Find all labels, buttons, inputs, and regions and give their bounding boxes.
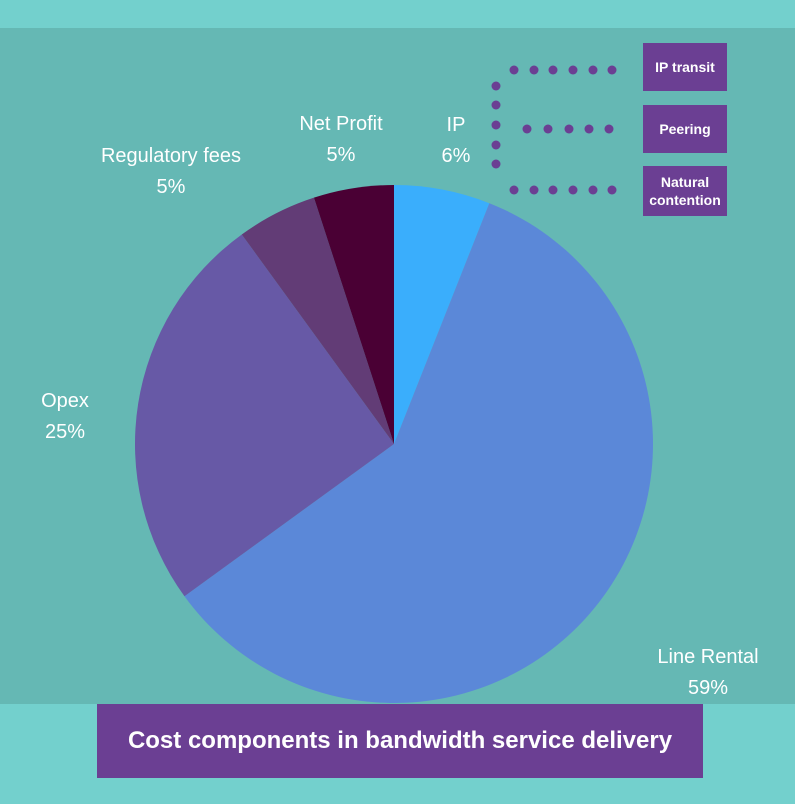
connector-dot <box>509 65 519 75</box>
slice-label-line-rental-value: 59% <box>687 677 729 699</box>
ip-transit-label: IP transit <box>655 59 715 75</box>
connector-dot <box>548 65 558 75</box>
connector-dot <box>529 65 539 75</box>
connector-dot <box>564 124 574 134</box>
connector-dot <box>568 65 578 75</box>
slice-label-opex-name: Opex <box>41 390 89 412</box>
slice-label-regulatory-fees-value: 5% <box>156 176 186 198</box>
connector-dot <box>491 100 501 110</box>
pie-slice-net-profit <box>313 185 394 444</box>
peering-label: Peering <box>659 121 711 137</box>
pie-slice-regulatory-fees <box>241 197 394 444</box>
connector-dot <box>607 185 617 195</box>
connector-dot <box>584 124 594 134</box>
slice-label-net-profit-value: 5% <box>326 144 356 166</box>
connector-dot <box>491 120 501 130</box>
connector-dot <box>491 140 501 150</box>
connector-dot <box>588 65 598 75</box>
chart-title: Cost components in bandwidth service del… <box>127 727 673 754</box>
slice-label-line-rental-name: Line Rental <box>657 646 759 668</box>
connector-dot <box>529 185 539 195</box>
slice-label-ip-value: 6% <box>441 145 471 167</box>
slice-label-opex-value: 25% <box>44 421 86 443</box>
ip-transit-box: IP transit <box>643 43 727 91</box>
connector-dot <box>568 185 578 195</box>
chart-title-bar: Cost components in bandwidth service del… <box>97 704 703 778</box>
connector-dot <box>491 159 501 169</box>
connector-dot <box>522 124 532 134</box>
pie-slice-line-rental <box>184 203 653 704</box>
slice-label-net-profit: Net Profit 5% <box>299 109 382 171</box>
slice-label-net-profit-name: Net Profit <box>299 113 383 135</box>
connector-dot <box>491 81 501 91</box>
connector-dot <box>543 124 553 134</box>
connector-dot <box>604 124 614 134</box>
slice-label-ip-name: IP <box>446 114 466 136</box>
slice-label-regulatory-fees-name: Regulatory fees <box>100 145 242 167</box>
natural-contention-box: Natural contention <box>643 166 727 216</box>
natural-contention-label: Natural contention <box>649 174 721 208</box>
pie-slice-ip <box>394 185 490 444</box>
slice-label-line-rental: Line Rental 59% <box>657 642 758 704</box>
slice-label-regulatory-fees: Regulatory fees 5% <box>101 141 241 203</box>
connector-dot <box>588 185 598 195</box>
slice-label-ip: IP 6% <box>442 110 471 172</box>
connector-dot <box>548 185 558 195</box>
peering-box: Peering <box>643 105 727 153</box>
slice-label-opex: Opex 25% <box>41 386 89 448</box>
connector-dot <box>607 65 617 75</box>
connector-dot <box>509 185 519 195</box>
pie-slice-opex <box>134 234 394 597</box>
